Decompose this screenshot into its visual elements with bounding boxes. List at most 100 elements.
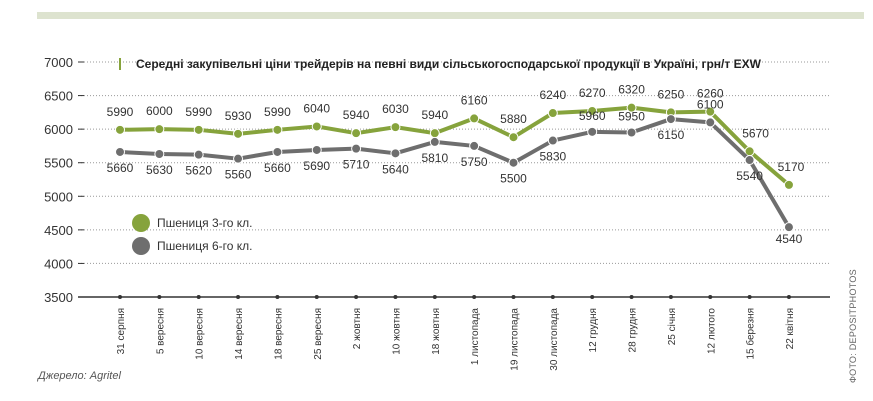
x-tick-label-7: 10 жовтня	[391, 308, 402, 355]
y-tick-label-5500: 5500	[44, 156, 73, 171]
data-point-s1-13	[626, 127, 637, 138]
y-tick-label-6000: 6000	[44, 122, 73, 137]
data-label-s0-10: 5880	[500, 112, 527, 126]
data-label-s0-9: 6160	[461, 93, 488, 107]
data-label-s1-2: 5620	[185, 164, 212, 178]
data-point-s0-6	[351, 128, 362, 139]
y-tick-label-5000: 5000	[44, 189, 73, 204]
axes: 3500 4000 4500 5000 5500 6000 6500 7000 31 серпн…	[44, 55, 830, 371]
data-point-s0-7	[390, 122, 401, 133]
x-tick-mark-6	[354, 295, 359, 299]
data-label-s1-3: 5560	[225, 168, 252, 182]
data-point-s0-0	[115, 124, 125, 135]
data-label-s0-16: 5670	[742, 126, 769, 140]
data-labels: 5990 6000 5990 5930 5990 6040 5940 6030 5940 6160…	[107, 83, 805, 247]
x-tick-mark-13	[629, 295, 634, 299]
data-label-s1-0: 5660	[107, 161, 134, 175]
data-label-s0-2: 5990	[185, 105, 212, 119]
data-point-s1-12	[587, 126, 598, 137]
x-tick-label-16: 15 березня	[745, 308, 757, 360]
x-tick-mark-5	[314, 295, 319, 299]
chart-title: Середні закупівельні ціни трейдерів на п…	[136, 57, 762, 71]
legend-label-wheat6: Пшениця 6-го кл.	[157, 239, 252, 253]
data-point-s0-13	[626, 102, 637, 113]
chart-title-group: Середні закупівельні ціни трейдерів на п…	[119, 57, 762, 71]
data-label-s1-11: 5830	[539, 150, 566, 164]
series-line-0	[119, 105, 791, 187]
x-tick-label-1: 5 вересня	[155, 308, 166, 354]
data-point-s0-9	[469, 113, 480, 124]
y-tick-label-6500: 6500	[44, 89, 73, 104]
data-label-s1-5: 5690	[303, 159, 330, 173]
data-label-s1-15: 6100	[697, 97, 724, 111]
x-tick-mark-4	[275, 295, 280, 299]
data-label-s1-12: 5960	[579, 109, 606, 123]
header-bar	[37, 12, 864, 19]
data-label-s0-11: 6240	[539, 88, 566, 102]
x-tick-label-4: 18 вересня	[273, 308, 284, 360]
data-label-s0-14: 6250	[658, 87, 685, 101]
data-label-s1-7: 5640	[382, 162, 409, 176]
data-point-s0-8	[429, 128, 440, 139]
data-label-s1-4: 5660	[264, 161, 291, 175]
data-point-s1-14	[665, 114, 676, 125]
x-tick-label-13: 28 грудня	[628, 308, 639, 352]
source-note: Джерело: Agritel	[38, 370, 121, 382]
data-point-s1-8	[429, 136, 440, 147]
data-label-s0-5: 6040	[303, 101, 330, 115]
data-label-s0-4: 5990	[264, 105, 291, 119]
data-point-s0-12	[587, 106, 598, 117]
y-tick-label-7000: 7000	[44, 55, 73, 70]
data-point-s1-10	[508, 157, 519, 168]
x-tick-mark-17	[786, 295, 791, 299]
data-point-s1-0	[115, 146, 125, 157]
title-marker	[119, 58, 121, 70]
data-point-s1-11	[547, 135, 558, 146]
x-tick-label-3: 14 вересня	[234, 308, 245, 360]
x-tick-mark-10	[511, 295, 516, 299]
y-tick-label-4500: 4500	[44, 223, 73, 238]
x-tick-mark-0	[118, 295, 122, 299]
data-point-s1-9	[469, 140, 480, 151]
data-point-s0-2	[193, 124, 204, 135]
y-tick-label-4000: 4000	[44, 256, 73, 271]
data-point-s0-4	[272, 124, 283, 135]
data-label-s0-0: 5990	[107, 105, 134, 119]
x-tick-mark-11	[550, 295, 555, 299]
data-point-s1-7	[390, 148, 401, 159]
x-tick-label-9: 1 листопада	[470, 308, 481, 366]
data-point-s0-1	[154, 124, 165, 135]
data-label-s0-8: 5940	[421, 108, 448, 122]
x-tick-label-5: 25 вересня	[313, 308, 324, 360]
data-point-s1-2	[193, 149, 204, 160]
x-tick-mark-12	[590, 295, 595, 299]
data-label-s0-13: 6320	[618, 83, 645, 97]
data-point-s0-10	[508, 132, 519, 143]
data-point-s0-5	[311, 121, 322, 132]
y-tick-label-3500: 3500	[44, 290, 73, 305]
data-point-s1-6	[351, 143, 362, 154]
data-label-s0-17: 5170	[778, 160, 805, 174]
data-label-s0-6: 5940	[343, 108, 370, 122]
data-point-s1-15	[705, 117, 716, 128]
legend-marker-wheat6	[132, 237, 150, 255]
x-tick-label-14: 25 січня	[667, 308, 678, 345]
data-point-s1-1	[154, 148, 165, 159]
data-label-s0-1: 6000	[146, 104, 173, 118]
data-label-s0-15: 6260	[697, 87, 724, 101]
series-lines	[115, 102, 794, 233]
x-tick-label-0: 31 серпня	[116, 308, 127, 354]
data-point-s0-11	[547, 108, 558, 119]
x-tick-label-8: 18 жовтня	[431, 308, 442, 355]
data-label-s0-3: 5930	[225, 109, 252, 123]
data-label-s1-14: 6150	[658, 128, 685, 142]
data-point-s1-4	[272, 146, 283, 157]
data-point-s0-3	[233, 128, 244, 139]
x-tick-mark-9	[472, 295, 477, 299]
data-point-s1-5	[311, 144, 322, 155]
x-tick-mark-2	[196, 295, 201, 299]
legend-marker-wheat3	[132, 214, 150, 232]
photo-credit: ФОТО: DEPOSITPHOTOS	[848, 269, 858, 383]
data-label-s1-6: 5710	[343, 158, 370, 172]
